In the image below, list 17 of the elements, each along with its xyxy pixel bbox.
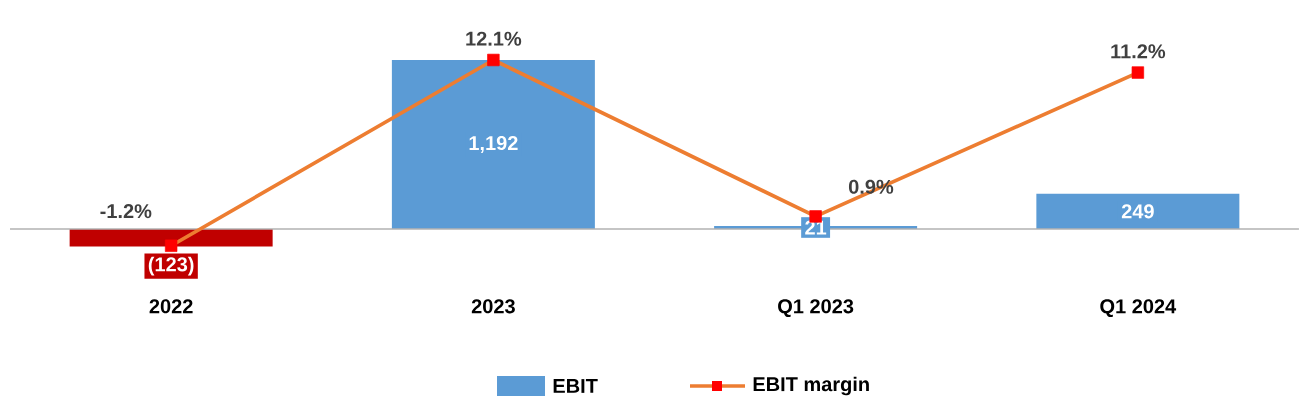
point	[164, 239, 178, 252]
legend-label: EBIT	[553, 379, 598, 393]
data-label: -1.2%	[100, 204, 152, 219]
data-label: 21	[805, 220, 827, 235]
x-tick-label: Q1 2023	[778, 299, 854, 318]
bar	[391, 59, 595, 229]
point	[1131, 66, 1145, 79]
data-label: 249	[1121, 204, 1154, 219]
x-tick-label: 2022	[149, 299, 193, 314]
data-label: 12.1%	[466, 31, 522, 46]
point	[487, 53, 500, 67]
data-label: 1,192	[469, 135, 518, 154]
data-label: 11.2%	[1111, 44, 1166, 59]
x-tick-label: Q1 2024	[1100, 299, 1177, 318]
legend-label: EBIT margin	[753, 376, 869, 396]
x-tick-label: 2023	[471, 299, 515, 314]
data-label: (123)	[148, 256, 194, 276]
